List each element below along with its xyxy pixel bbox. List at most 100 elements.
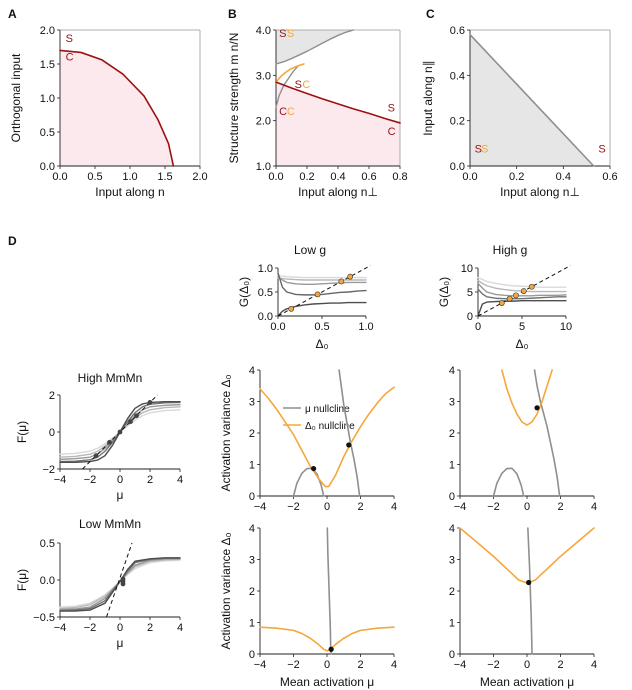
d_n2-ytick-label: 3 [449, 397, 455, 409]
d_n4-xlabel: Mean activation μ [480, 675, 574, 689]
d_n1-ytick-label: 0 [249, 491, 255, 503]
chart-d_n2: −4 −2 0 2 4 0 1 2 3 4 [449, 365, 597, 513]
d_fh-xlabel: μ [117, 488, 124, 502]
d_n1-ytick-label: 1 [249, 460, 255, 472]
d_n3-xlabel: Mean activation μ [280, 675, 374, 689]
d_fh-fixed-point [107, 439, 112, 445]
chart-d_n3: −4 −2 0 2 4 0 1 2 3 4 Mean activation μ Activation … [219, 523, 397, 689]
b-xtick-label: 0.8 [392, 171, 407, 183]
d_n4-ytick-label: 4 [449, 523, 455, 535]
b-xtick-label: 0.2 [299, 171, 314, 183]
title-low-g-text: Low g [294, 243, 326, 257]
a-ytick-label: 1.0 [40, 93, 55, 105]
panel-letter-a: A [8, 7, 17, 21]
a-ytick-label: 0.5 [40, 127, 55, 139]
d_fl-xtick-label: −2 [84, 622, 97, 634]
d_fl-ylabel: F(μ) [15, 569, 29, 591]
b-region-label: C [388, 126, 396, 138]
legend-delta-label: Δ₀ nullcline [305, 421, 355, 432]
d_gl-xtick-label: 0.0 [270, 321, 285, 333]
d_n2-xtick-label: 4 [591, 501, 597, 513]
b-xlabel: Input along n⊥ [298, 185, 378, 199]
d_gl-g-curve [277, 301, 367, 317]
b-ytick-label: 4.0 [256, 25, 271, 37]
a-xtick-label: 1.5 [157, 171, 172, 183]
d_n3-ytick-label: 1 [249, 618, 255, 630]
d_n3-xtick-label: −2 [287, 659, 300, 671]
d_gh-ytick-label: 5 [467, 287, 473, 299]
d_n4-delta-nullcline [459, 527, 595, 584]
d_n2-xtick-label: 0 [524, 501, 530, 513]
d_n4-ytick-label: 0 [449, 649, 455, 661]
d_gh-g-curve [477, 279, 567, 293]
b-red-curve [275, 81, 401, 124]
d_fl-identity-line [106, 542, 133, 618]
d_gh-fixed-point [528, 283, 535, 290]
d_fh-ytick-label: −2 [42, 464, 55, 476]
d_n3-ytick-label: 2 [249, 586, 255, 598]
d_fl-f-curve [59, 558, 181, 610]
a-xtick-label: 0.5 [87, 171, 102, 183]
d_n1-ytick-label: 4 [249, 365, 255, 377]
d_fl-fixed-point [120, 576, 126, 582]
d_n1-xtick-label: 2 [357, 501, 363, 513]
b-ytick-label: 1.0 [256, 161, 271, 173]
d_gl-xlabel: Δ₀ [316, 337, 329, 351]
chart-d_n4: −4 −2 0 2 4 0 1 2 3 4 Mean activation μ [449, 523, 597, 689]
d_n4-ytick-label: 2 [449, 586, 455, 598]
d_n4-xtick-label: −2 [487, 659, 500, 671]
d_n3-ylabel: Activation variance Δ₀ [219, 532, 233, 649]
b-xtick-label: 0.4 [330, 171, 345, 183]
b-ytick-label: 2.0 [256, 116, 271, 128]
d_fl-f-curve [59, 558, 181, 611]
d_n1-ytick-label: 2 [249, 428, 255, 440]
d_fl-ytick-label: 0.0 [40, 575, 55, 587]
legend: μ nullcline Δ₀ nullcline [283, 404, 355, 432]
chart-d_n1: −4 −2 0 2 4 0 1 2 3 4 Activation variance Δ₀ [219, 365, 397, 513]
d_n2-intersection-point [534, 405, 540, 411]
c-xtick-label: 0.0 [462, 171, 477, 183]
d_fl-f-curve [59, 557, 181, 612]
a-ytick-label: 1.5 [40, 59, 55, 71]
d_gh-ylabel: G(Δ₀) [437, 277, 451, 307]
d_n1-xtick-label: −4 [254, 501, 267, 513]
chart-b: 0.0 0.2 0.4 0.6 0.8 1.0 2.0 3.0 4.0 Input along n… [227, 25, 408, 199]
d_gl-g-curve [277, 275, 367, 286]
d_n3-mu-nullcline [326, 527, 332, 655]
title-low-g: Low g [294, 243, 326, 257]
a-xtick-label: 0.0 [52, 171, 67, 183]
d_n1-xtick-label: −2 [287, 501, 300, 513]
c-boundary-line [469, 33, 595, 167]
c-ytick-label: 0.6 [450, 25, 465, 37]
d_n4-intersection-point [526, 579, 532, 586]
c-xtick-label: 0.6 [602, 171, 617, 183]
b-region-label: C [287, 106, 295, 118]
d_fh-fixed-point [117, 429, 123, 435]
panel-letter-d: D [8, 234, 17, 248]
d_fh-fixed-point [128, 419, 133, 425]
d_n2-mu-nullcline [533, 369, 561, 497]
b-gray-lower-curve [275, 65, 299, 108]
d_gl-ytick-label: 0.0 [258, 311, 273, 323]
d_n3-ytick-label: 4 [249, 523, 255, 535]
d_n2-xtick-label: −2 [487, 501, 500, 513]
d_gl-g-curve [277, 277, 367, 281]
c-xlabel: Input along n⊥ [500, 185, 580, 199]
d_gh-xlabel: Δ₀ [516, 337, 529, 351]
chart-c: 0.0 0.2 0.4 0.6 0.0 0.2 0.4 0.6 Input along n⊥ In… [421, 25, 618, 199]
d_fh-xtick-label: 4 [177, 474, 183, 486]
panel-letter-c: C [426, 7, 435, 21]
d_n4-xtick-label: 2 [557, 659, 563, 671]
d_n2-mu-nullcline [492, 467, 525, 497]
d_fh-xtick-label: 2 [147, 474, 153, 486]
b-region-label: S [295, 79, 302, 91]
d_gh-xtick-label: 0 [475, 321, 481, 333]
b-pink-region [276, 82, 400, 166]
c-ytick-label: 0.4 [450, 70, 465, 82]
a-xtick-label: 1.0 [122, 171, 137, 183]
c-xtick-label: 0.4 [556, 171, 571, 183]
d_n1-xtick-label: 0 [324, 501, 330, 513]
b-xtick-label: 0.0 [268, 171, 283, 183]
d_n1-xtick-label: 4 [391, 501, 397, 513]
